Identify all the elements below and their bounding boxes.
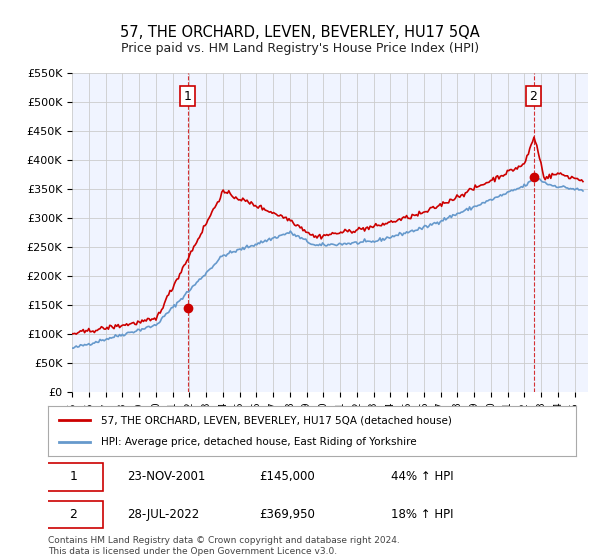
Text: 23-NOV-2001: 23-NOV-2001 [127,470,206,483]
Text: HPI: Average price, detached house, East Riding of Yorkshire: HPI: Average price, detached house, East… [101,437,416,447]
Text: 57, THE ORCHARD, LEVEN, BEVERLEY, HU17 5QA: 57, THE ORCHARD, LEVEN, BEVERLEY, HU17 5… [120,25,480,40]
Text: 18% ↑ HPI: 18% ↑ HPI [391,507,454,521]
Text: Price paid vs. HM Land Registry's House Price Index (HPI): Price paid vs. HM Land Registry's House … [121,42,479,55]
Text: £369,950: £369,950 [259,507,315,521]
Text: 28-JUL-2022: 28-JUL-2022 [127,507,199,521]
Text: 2: 2 [530,90,538,102]
Text: 1: 1 [184,90,191,102]
Text: Contains HM Land Registry data © Crown copyright and database right 2024.
This d: Contains HM Land Registry data © Crown c… [48,536,400,556]
FancyBboxPatch shape [43,501,103,528]
Text: 57, THE ORCHARD, LEVEN, BEVERLEY, HU17 5QA (detached house): 57, THE ORCHARD, LEVEN, BEVERLEY, HU17 5… [101,415,452,425]
Text: 44% ↑ HPI: 44% ↑ HPI [391,470,454,483]
FancyBboxPatch shape [43,463,103,491]
Text: 2: 2 [70,507,77,521]
Text: £145,000: £145,000 [259,470,315,483]
Text: 1: 1 [70,470,77,483]
